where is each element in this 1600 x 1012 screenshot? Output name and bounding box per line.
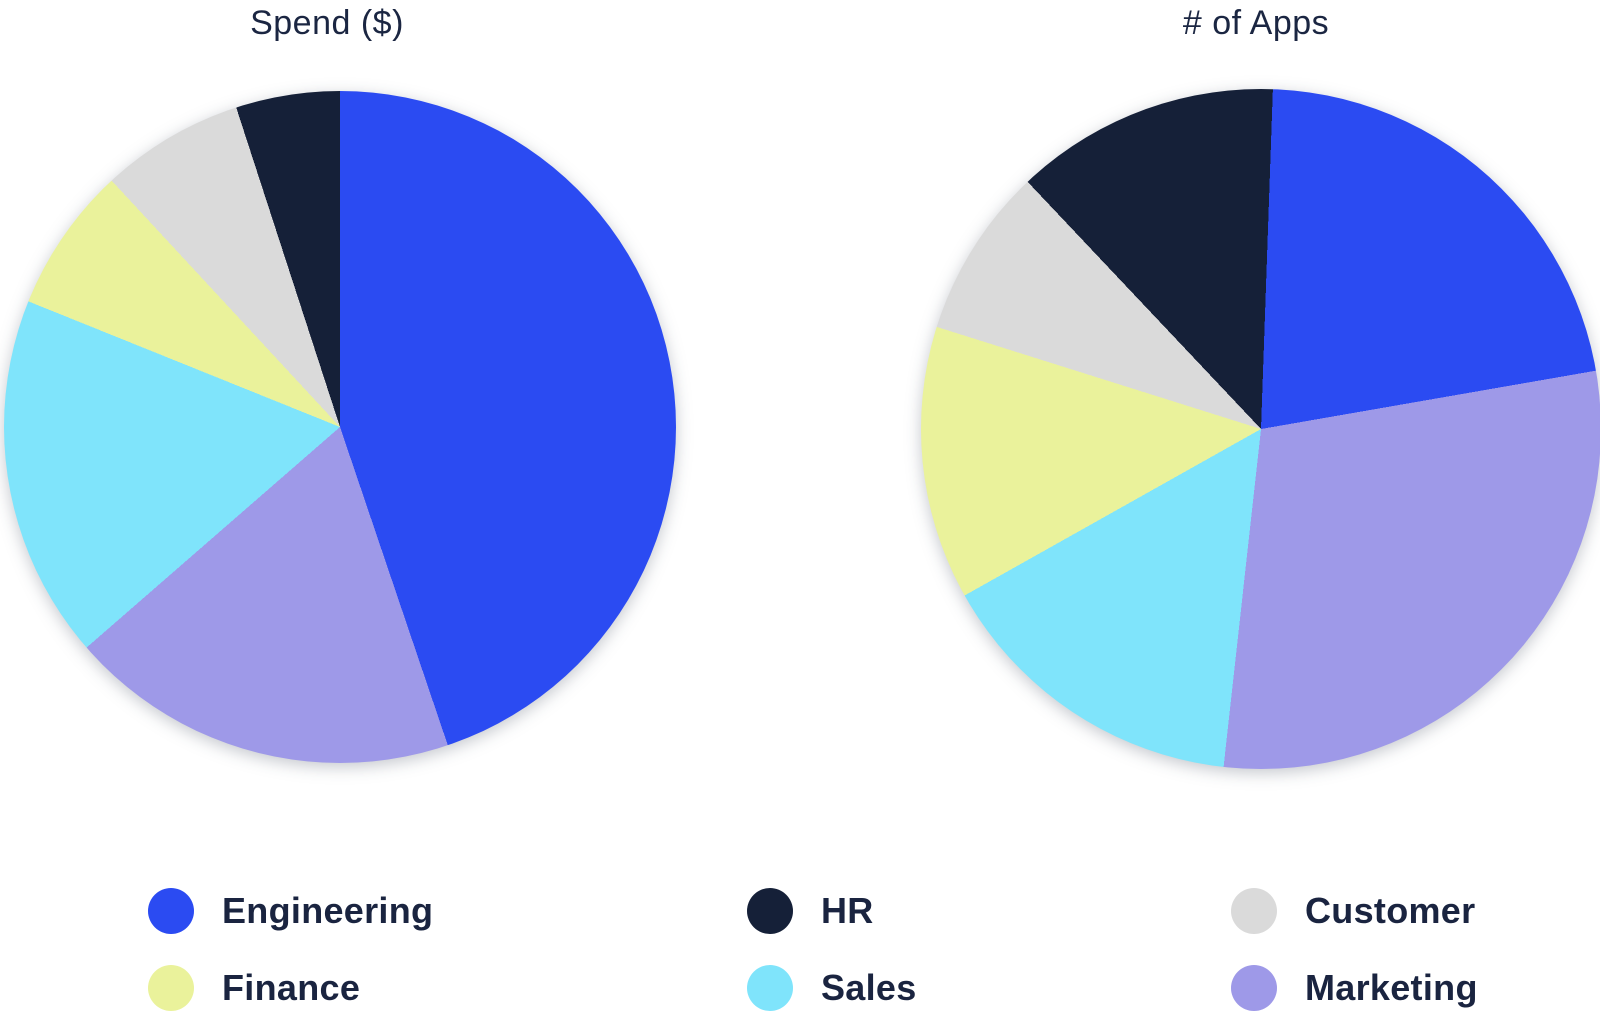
legend-label-hr: HR (821, 890, 874, 931)
legend-item-marketing[interactable]: Marketing (1231, 965, 1478, 1011)
legend-swatch-marketing (1231, 965, 1277, 1011)
legend-item-hr[interactable]: HR (747, 888, 874, 934)
legend-swatch-hr (747, 888, 793, 934)
legend-label-customer: Customer (1305, 890, 1476, 931)
legend-swatch-engineering (148, 888, 194, 934)
legend-label-sales: Sales (821, 967, 917, 1008)
legend-label-marketing: Marketing (1305, 967, 1478, 1008)
legend-label-engineering: Engineering (222, 890, 434, 931)
chart-title-spend: Spend ($) (250, 4, 404, 42)
pie-chart-spend[interactable] (4, 91, 676, 763)
pie-chart-apps[interactable] (921, 89, 1600, 769)
legend-item-engineering[interactable]: Engineering (148, 888, 433, 934)
legend-swatch-finance (148, 965, 194, 1011)
legend-item-sales[interactable]: Sales (747, 965, 917, 1011)
legend-swatch-customer (1231, 888, 1277, 934)
legend-item-customer[interactable]: Customer (1231, 888, 1475, 934)
legend-item-finance[interactable]: Finance (148, 965, 360, 1011)
legend-swatch-sales (747, 965, 793, 1011)
legend-label-finance: Finance (222, 967, 361, 1008)
chart-title-apps: # of Apps (1182, 4, 1330, 42)
